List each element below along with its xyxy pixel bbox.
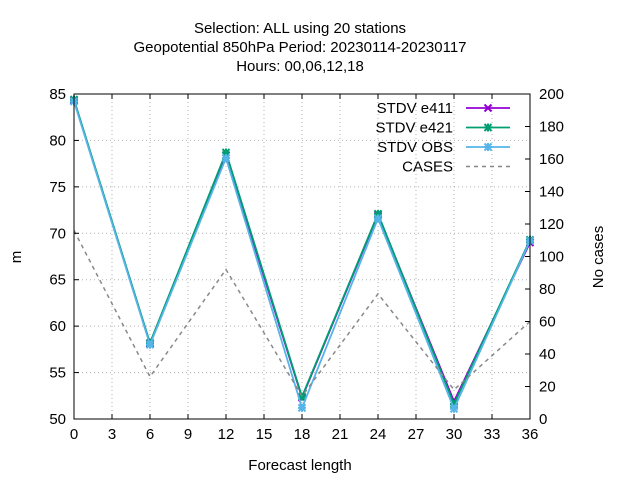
chart-title: Selection: ALL using 20 stations Geopote…: [133, 20, 466, 75]
x-tick-label: 33: [484, 426, 501, 443]
legend-item: STDV OBS: [377, 139, 510, 156]
series-stdv-obs: [69, 97, 535, 413]
y-tick-label: 75: [49, 179, 66, 196]
legend-swatch-marker: [483, 142, 493, 152]
y-tick-label: 80: [49, 132, 66, 149]
title-line-3: Hours: 00,06,12,18: [236, 58, 364, 75]
y2-tick-label: 60: [539, 314, 556, 331]
legend-swatch-marker: [483, 123, 493, 132]
x-axis-label: Forecast length: [248, 457, 351, 474]
y2-tick-label: 40: [539, 346, 556, 363]
y-tick-label: 65: [49, 272, 66, 289]
x-tick-label: 21: [332, 426, 349, 443]
y-tick-label: 70: [49, 225, 66, 242]
legend-item: STDV e421: [375, 120, 510, 137]
y2-tick-label: 20: [539, 379, 556, 396]
y2-tick-label: 140: [539, 184, 564, 201]
y-tick-label: 50: [49, 411, 66, 428]
legend-label: STDV e421: [375, 120, 453, 137]
x-tick-label: 36: [522, 426, 539, 443]
legend-swatch-marker: [483, 103, 493, 113]
x-tick-label: 0: [70, 426, 78, 443]
y-axis-label: m: [8, 251, 25, 264]
series-cases: [73, 230, 531, 398]
x-tick-label: 30: [446, 426, 463, 443]
x-tick-label: 6: [146, 426, 154, 443]
legend: STDV e411 STDV e421 STDV OBS CASES: [375, 100, 510, 176]
x-tick-label: 12: [218, 426, 235, 443]
data-point-stdv-obs: [221, 153, 231, 163]
x-tick-label: 24: [370, 426, 387, 443]
y2-tick-label: 200: [539, 86, 564, 103]
y2-axis-label: No cases: [590, 226, 607, 289]
series-layer: [69, 95, 535, 413]
data-point-stdv-e421: [297, 392, 307, 401]
legend-label: STDV OBS: [377, 139, 453, 156]
legend-label: CASES: [402, 159, 453, 176]
x-tick-label: 27: [408, 426, 425, 443]
legend-label: STDV e411: [377, 100, 453, 117]
marker-stroke: [483, 103, 493, 113]
y2-tick-label: 0: [539, 411, 547, 428]
legend-item: CASES: [402, 159, 510, 176]
x-tick-label: 9: [184, 426, 192, 443]
x-tick-label: 15: [256, 426, 273, 443]
y-tick-label: 55: [49, 365, 66, 382]
data-point-stdv-obs: [297, 403, 307, 413]
data-point-stdv-obs: [145, 340, 155, 349]
data-point-stdv-obs: [449, 404, 459, 413]
x-tick-label: 18: [294, 426, 311, 443]
y-tick-label: 85: [49, 86, 66, 103]
tick-layer: 0 3 6 9 12 15 18 21 24 27 30 33 36505560657075808502…: [49, 86, 564, 443]
y2-tick-label: 100: [539, 249, 564, 266]
y2-tick-label: 80: [539, 281, 556, 298]
y2-tick-label: 120: [539, 216, 564, 233]
y2-tick-label: 160: [539, 151, 564, 168]
legend-item: STDV e411: [377, 100, 510, 117]
title-line-1: Selection: ALL using 20 stations: [194, 20, 406, 37]
y2-tick-label: 180: [539, 119, 564, 136]
grid: [74, 94, 530, 419]
y-tick-label: 60: [49, 318, 66, 335]
x-tick-label: 3: [108, 426, 116, 443]
series-line-cases: [73, 230, 531, 398]
title-line-2: Geopotential 850hPa Period: 20230114-202…: [133, 39, 466, 56]
data-point-stdv-obs: [373, 214, 383, 223]
